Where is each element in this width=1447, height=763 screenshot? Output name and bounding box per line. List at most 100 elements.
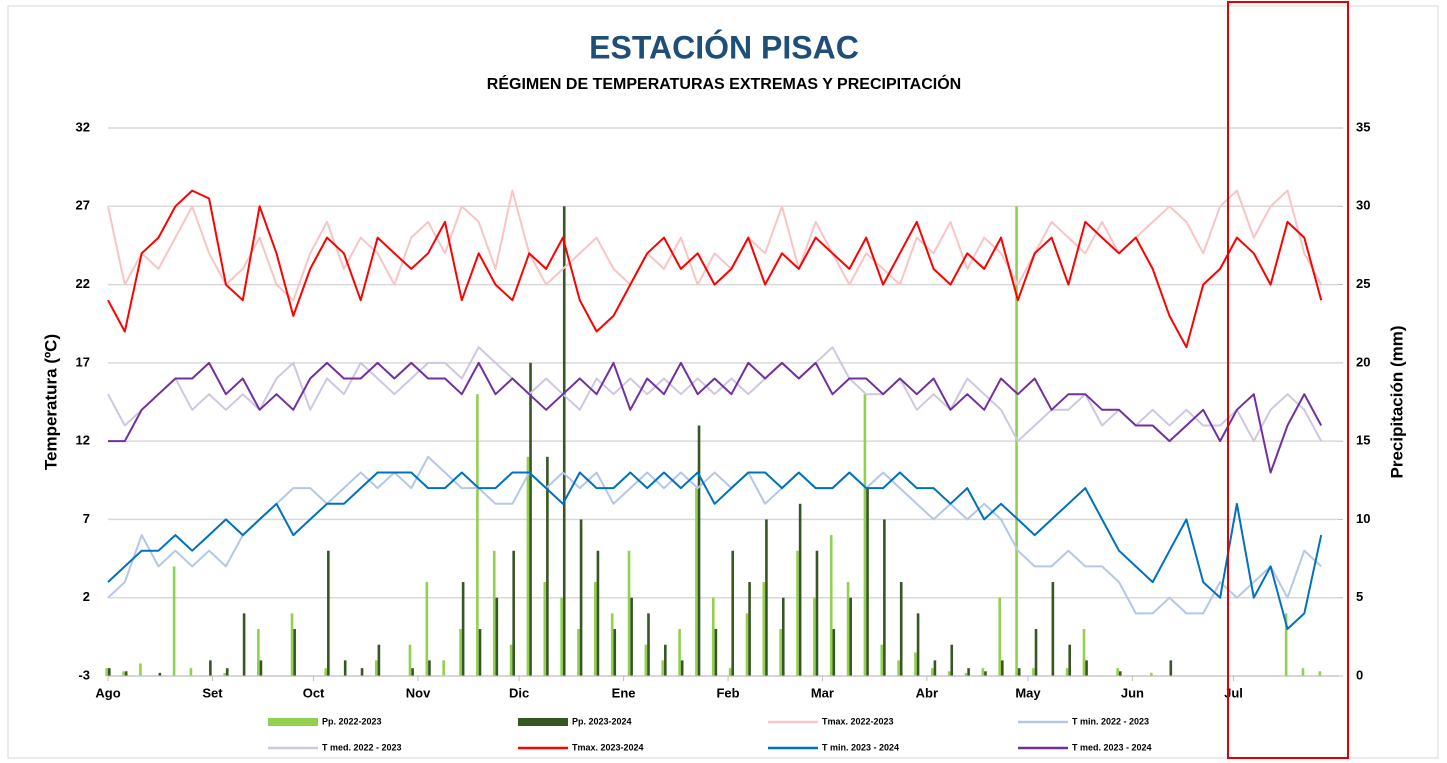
- bar: [492, 550, 496, 676]
- y2-tick-label: 20: [1356, 354, 1370, 369]
- x-tick-label: Nov: [406, 685, 431, 700]
- bar: [360, 668, 364, 676]
- bar: [105, 668, 108, 676]
- legend-swatch: [518, 718, 568, 726]
- bar: [728, 668, 732, 676]
- y2-tick-label: 15: [1356, 433, 1370, 448]
- bar: [327, 550, 330, 676]
- bar: [897, 660, 900, 676]
- bar: [577, 629, 580, 676]
- bar: [796, 550, 799, 676]
- line-series: [107, 455, 1322, 615]
- bar: [543, 582, 547, 676]
- legend-label: T min. 2023 - 2024: [822, 742, 899, 752]
- chart-border: [7, 5, 1439, 759]
- bar: [108, 668, 111, 676]
- bar: [1150, 672, 1153, 676]
- bar: [967, 668, 970, 676]
- bar: [324, 668, 328, 676]
- legend-label: Tmax. 2022-2023: [822, 716, 894, 726]
- bar: [680, 660, 684, 676]
- bar: [1065, 668, 1069, 676]
- legend-label: T med. 2022 - 2023: [322, 742, 402, 752]
- bar: [139, 663, 142, 676]
- x-tick-label: Jul: [1224, 685, 1243, 700]
- bar: [1001, 660, 1004, 676]
- legend-label: Tmax. 2023-2024: [572, 742, 644, 752]
- bar: [846, 582, 850, 676]
- bar: [158, 672, 162, 676]
- bar: [1068, 644, 1072, 676]
- y-axis-label: Temperatura (ºC): [41, 334, 60, 470]
- bar: [377, 644, 381, 676]
- bar: [495, 597, 499, 676]
- bar: [931, 668, 934, 676]
- bar: [762, 582, 766, 676]
- line-series: [107, 471, 1323, 630]
- bar: [661, 660, 665, 676]
- bar: [478, 629, 482, 676]
- bar: [124, 671, 128, 676]
- legend-label: T min. 2022 - 2023: [1072, 716, 1149, 726]
- bar: [408, 644, 412, 676]
- x-tick-label: Oct: [303, 685, 325, 700]
- bar: [411, 668, 414, 676]
- bar: [122, 671, 125, 676]
- bar: [664, 644, 667, 676]
- legend: Pp. 2022-2023 Pp. 2023-2024 Tmax. 2022-202…: [268, 716, 1152, 752]
- bar: [745, 613, 749, 676]
- bar: [610, 613, 614, 676]
- bar: [815, 550, 819, 676]
- bar: [1032, 668, 1035, 676]
- y-tick-label: 22: [76, 276, 90, 291]
- bar: [798, 503, 802, 676]
- bar: [678, 629, 681, 676]
- bar: [374, 660, 378, 676]
- bar: [613, 629, 617, 676]
- bar: [916, 613, 920, 676]
- line-series: [107, 189, 1323, 349]
- bar: [984, 671, 987, 676]
- bar: [1082, 629, 1086, 676]
- x-tick-label: Jun: [1121, 685, 1144, 700]
- bar: [442, 660, 445, 676]
- bar: [711, 597, 715, 676]
- x-tick-label: Ene: [612, 685, 636, 700]
- bar: [259, 660, 263, 676]
- x-tick-label: May: [1015, 685, 1041, 700]
- bar: [880, 644, 884, 676]
- bar: [476, 394, 479, 676]
- bar: [883, 519, 886, 676]
- y-tick-label: 7: [83, 511, 90, 526]
- bar: [459, 629, 462, 676]
- y-tick-label: -3: [78, 667, 90, 682]
- bar: [627, 550, 631, 676]
- x-tick-label: Mar: [811, 685, 834, 700]
- legend-label: Pp. 2022-2023: [322, 716, 382, 726]
- bar: [695, 488, 698, 676]
- bar: [172, 566, 176, 676]
- bar: [512, 550, 515, 676]
- bar: [781, 597, 785, 676]
- y2-axis-label: Precipitación (mm): [1387, 325, 1406, 478]
- bar: [209, 660, 212, 676]
- bar: [1284, 613, 1288, 676]
- bar: [560, 597, 563, 676]
- bar: [1169, 660, 1173, 676]
- x-tick-label: Feb: [716, 685, 739, 700]
- lines: [107, 189, 1323, 630]
- bar: [647, 613, 650, 676]
- bar: [290, 613, 294, 676]
- bar: [293, 629, 296, 676]
- bar: [1318, 671, 1322, 676]
- chart-title: ESTACIÓN PISAC: [589, 29, 859, 65]
- bar: [257, 629, 260, 676]
- highlight-box: [1227, 1, 1349, 759]
- bar: [579, 519, 583, 676]
- bar: [225, 668, 229, 676]
- bar: [546, 456, 549, 676]
- bar: [630, 597, 633, 676]
- bar: [461, 582, 465, 676]
- bar: [731, 550, 735, 676]
